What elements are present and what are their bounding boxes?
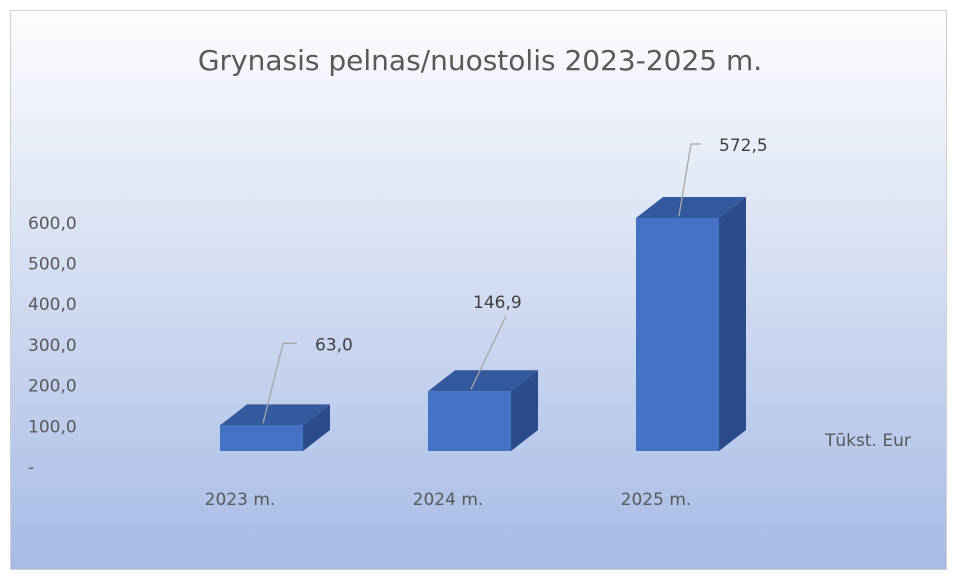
leader-line	[678, 143, 701, 217]
data-label: 146,9	[473, 293, 522, 313]
y-tick-label: -	[28, 458, 34, 478]
axis-label: Tūkst. Eur	[824, 431, 911, 451]
bar-top	[636, 197, 746, 218]
leader-line	[470, 315, 507, 390]
bar-side	[511, 370, 538, 451]
x-tick-label: 2024 m.	[413, 490, 484, 510]
y-tick-label: 400,0	[28, 295, 77, 315]
y-tick-label: 300,0	[28, 336, 77, 356]
x-tick-label: 2025 m.	[621, 490, 692, 510]
bar	[428, 391, 511, 451]
y-tick-label: 600,0	[28, 214, 77, 234]
data-label: 63,0	[315, 335, 353, 355]
leader-line	[262, 342, 297, 424]
x-tick-label: 2023 m.	[205, 490, 276, 510]
bar	[220, 425, 303, 451]
y-tick-label: 100,0	[28, 417, 77, 437]
bar	[636, 218, 719, 451]
bar-side	[719, 197, 746, 451]
y-tick-label: 500,0	[28, 255, 77, 275]
chart-title: Grynasis pelnas/nuostolis 2023-2025 m.	[198, 44, 762, 77]
bar-side	[303, 404, 330, 451]
chart-area	[10, 10, 947, 570]
y-tick-label: 200,0	[28, 377, 77, 397]
bar-top	[428, 370, 538, 392]
data-label: 572,5	[719, 136, 768, 156]
bar-top	[220, 404, 330, 426]
